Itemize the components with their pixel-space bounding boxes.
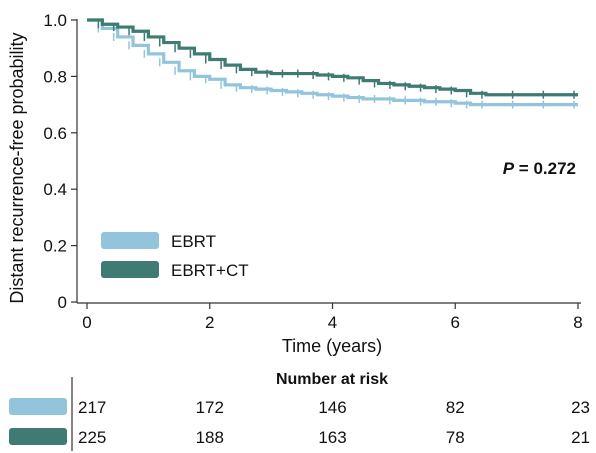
x-tick-label: 8	[573, 313, 582, 332]
risk-value: 78	[446, 428, 465, 447]
y-tick-label: 1.0	[43, 11, 67, 30]
y-tick-label: 0.2	[43, 237, 67, 256]
legend: EBRT EBRT+CT	[101, 232, 249, 280]
y-tick-label: 0.8	[43, 67, 67, 86]
risk-value: 21	[571, 428, 590, 447]
number-at-risk-title: Number at risk	[276, 371, 388, 388]
risk-value: 225	[78, 428, 106, 447]
curve-ebrt-ct	[87, 18, 578, 97]
x-tick-label: 0	[82, 313, 91, 332]
risk-value: 188	[196, 428, 224, 447]
risk-value: 146	[318, 398, 346, 417]
legend-label-ebrt: EBRT	[171, 232, 216, 251]
y-axis-title: Distant recurrence-free probability	[7, 32, 27, 303]
risk-rows: 217 172 146 82 23 225 188 163 78 21	[78, 398, 590, 447]
risk-value: 82	[446, 398, 465, 417]
survival-curves	[87, 18, 578, 109]
legend-label-ebrt-ct: EBRT+CT	[171, 261, 249, 280]
risk-swatch-ebrt-ct	[9, 428, 67, 445]
x-tick-label: 6	[451, 313, 460, 332]
p-value-text: = 0.272	[514, 159, 576, 178]
x-tick-label: 4	[328, 313, 337, 332]
y-tick-label: 0	[58, 293, 67, 312]
y-tick-label: 0.4	[43, 180, 67, 199]
risk-value: 217	[78, 398, 106, 417]
x-axis-title: Time (years)	[282, 336, 382, 356]
risk-value: 163	[318, 428, 346, 447]
x-axis-ticks: 0 2 4 6 8	[82, 303, 583, 332]
p-value-symbol: P	[503, 159, 515, 178]
risk-swatch-ebrt	[9, 398, 67, 415]
legend-swatch-ebrt	[101, 232, 159, 249]
risk-value: 172	[196, 398, 224, 417]
p-value: P = 0.272	[503, 159, 576, 178]
y-tick-label: 0.6	[43, 124, 67, 143]
x-tick-label: 2	[205, 313, 214, 332]
risk-value: 23	[571, 398, 590, 417]
curve-ebrt	[87, 18, 578, 107]
legend-swatch-ebrt-ct	[101, 261, 159, 278]
y-axis-ticks: 0 0.2 0.4 0.6 0.8 1.0	[43, 11, 77, 312]
